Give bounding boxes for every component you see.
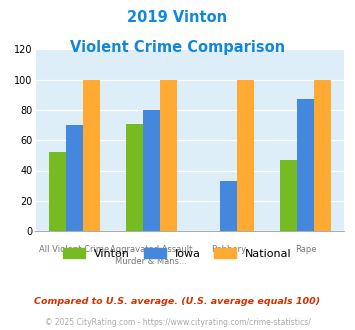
Text: © 2025 CityRating.com - https://www.cityrating.com/crime-statistics/: © 2025 CityRating.com - https://www.city… (45, 318, 310, 327)
Bar (66, 125, 83, 231)
Bar (220, 181, 237, 231)
Bar (143, 110, 160, 231)
Bar (297, 99, 314, 231)
Text: Robbery: Robbery (211, 245, 246, 254)
Bar (160, 80, 177, 231)
Bar (314, 80, 331, 231)
Bar (237, 80, 254, 231)
Text: Aggravated Assault: Aggravated Assault (110, 245, 192, 254)
Text: Murder & Mans...: Murder & Mans... (115, 257, 187, 266)
Bar (280, 160, 297, 231)
Text: Violent Crime Comparison: Violent Crime Comparison (70, 40, 285, 54)
Bar (83, 80, 100, 231)
Bar (49, 152, 66, 231)
Text: Compared to U.S. average. (U.S. average equals 100): Compared to U.S. average. (U.S. average … (34, 297, 321, 306)
Text: Rape: Rape (295, 245, 317, 254)
Text: All Violent Crime: All Violent Crime (39, 245, 109, 254)
Bar (126, 124, 143, 231)
Legend: Vinton, Iowa, National: Vinton, Iowa, National (59, 244, 296, 263)
Text: 2019 Vinton: 2019 Vinton (127, 10, 228, 25)
